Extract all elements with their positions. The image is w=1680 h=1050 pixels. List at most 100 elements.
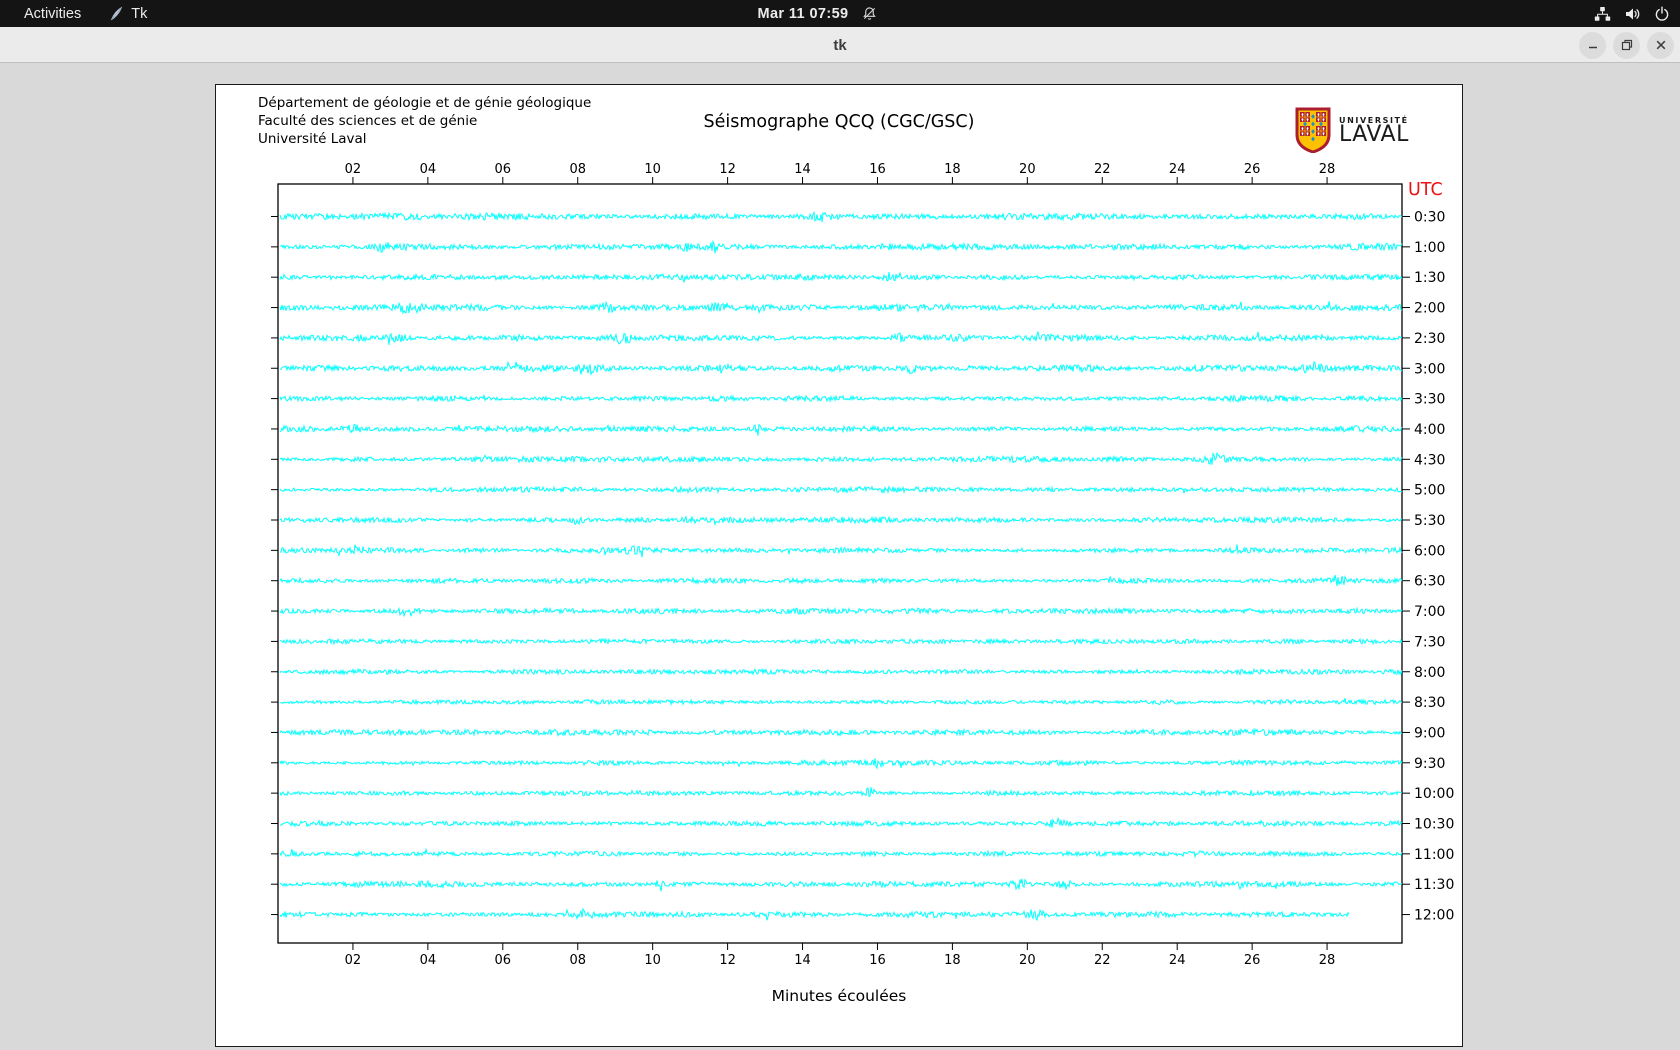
- seismograph-canvas: Département de géologie et de génie géol…: [215, 84, 1463, 1047]
- x-tick-label-bottom: 22: [1094, 953, 1111, 968]
- network-icon[interactable]: [1594, 6, 1611, 22]
- power-icon[interactable]: [1654, 6, 1670, 22]
- plot-frame: [277, 183, 1403, 944]
- x-tick-label-top: 28: [1319, 162, 1336, 177]
- activities-button[interactable]: Activities: [0, 0, 99, 27]
- universite-laval-logo: UNIVERSITÉ LAVAL: [1294, 107, 1409, 157]
- utc-time-label: 10:30: [1414, 817, 1454, 833]
- restore-button[interactable]: [1613, 31, 1640, 59]
- utc-time-label: 7:00: [1414, 604, 1445, 620]
- institution-line: Département de géologie et de génie géol…: [258, 95, 592, 111]
- seismo-trace: [279, 697, 1403, 707]
- x-tick-label-top: 18: [944, 162, 961, 177]
- utc-time-label: 0:30: [1414, 210, 1445, 226]
- x-tick-label-top: 14: [794, 162, 811, 177]
- x-tick-label-top: 16: [869, 162, 886, 177]
- utc-time-label: 5:00: [1414, 483, 1445, 499]
- seismo-trace: [279, 485, 1403, 495]
- x-axis-title: Minutes écoulées: [771, 987, 907, 1005]
- focused-app-label: Tk: [131, 5, 148, 22]
- seismo-trace: [279, 515, 1403, 527]
- utc-time-label: 9:30: [1414, 756, 1445, 772]
- x-tick-label-bottom: 16: [869, 953, 886, 968]
- utc-time-label: 2:30: [1414, 331, 1445, 347]
- seismo-trace: [279, 300, 1403, 315]
- seismo-trace: [279, 451, 1403, 465]
- x-tick-label-bottom: 28: [1319, 953, 1336, 968]
- x-tick-label-bottom: 18: [944, 953, 961, 968]
- window-titlebar[interactable]: tk: [0, 27, 1680, 63]
- volume-icon[interactable]: [1624, 6, 1641, 22]
- x-tick-label-bottom: 24: [1169, 953, 1186, 968]
- notifications-muted-icon[interactable]: [862, 6, 877, 21]
- activities-label: Activities: [24, 5, 82, 22]
- logo-laval-text: LAVAL: [1339, 122, 1409, 147]
- x-tick-label-bottom: 12: [719, 953, 736, 968]
- gnome-top-bar: Activities Tk Mar 11 07:59: [0, 0, 1680, 27]
- x-tick-label-top: 20: [1019, 162, 1036, 177]
- x-tick-label-top: 22: [1094, 162, 1111, 177]
- x-tick-label-top: 04: [420, 162, 437, 177]
- utc-time-label: 10:00: [1414, 786, 1454, 802]
- seismo-trace: [279, 637, 1403, 646]
- seismo-trace: [279, 574, 1403, 586]
- seismo-trace: [279, 847, 1403, 859]
- seismo-trace: [279, 423, 1403, 436]
- seismo-trace: [279, 544, 1403, 558]
- utc-time-label: 5:30: [1414, 513, 1445, 529]
- seismo-trace: [279, 271, 1403, 283]
- institution-line: Faculté des sciences et de génie: [258, 113, 478, 129]
- logo-universite-text: UNIVERSITÉ: [1339, 116, 1409, 125]
- utc-time-label: 7:30: [1414, 634, 1445, 650]
- seismo-trace: [279, 878, 1403, 892]
- utc-axis-label: UTC: [1408, 180, 1443, 200]
- utc-time-label: 11:30: [1414, 877, 1454, 893]
- tk-root-window: Département de géologie et de génie géol…: [0, 64, 1680, 1050]
- seismo-trace: [279, 210, 1403, 223]
- utc-time-label: 9:00: [1414, 725, 1445, 741]
- laval-crest-icon: [1294, 107, 1332, 157]
- seismo-trace: [279, 330, 1403, 345]
- seismo-trace: [279, 816, 1403, 829]
- utc-time-label: 3:00: [1414, 361, 1445, 377]
- x-tick-label-top: 12: [719, 162, 736, 177]
- utc-time-label: 1:30: [1414, 270, 1445, 286]
- x-tick-label-top: 26: [1244, 162, 1261, 177]
- x-tick-label-bottom: 10: [644, 953, 661, 968]
- x-tick-label-bottom: 04: [420, 953, 437, 968]
- seismo-trace: [279, 727, 1403, 737]
- clock[interactable]: Mar 11 07:59: [757, 5, 849, 22]
- utc-time-label: 2:00: [1414, 301, 1445, 317]
- x-tick-label-top: 24: [1169, 162, 1186, 177]
- helicorder-plot: 02 02 04 04 06 06 08 08 10 10 12 12 14 14 16 16 18 18 20 20…: [271, 162, 1454, 968]
- minimize-button[interactable]: [1579, 31, 1606, 59]
- x-tick-label-top: 10: [644, 162, 661, 177]
- utc-time-label: 6:00: [1414, 543, 1445, 559]
- utc-time-label: 1:00: [1414, 240, 1445, 256]
- x-tick-label-bottom: 14: [794, 953, 811, 968]
- focused-app-menu[interactable]: Tk: [99, 0, 157, 27]
- tk-feather-icon: [109, 6, 124, 21]
- close-icon[interactable]: [1647, 31, 1674, 59]
- utc-time-label: 4:30: [1414, 452, 1445, 468]
- utc-time-label: 8:00: [1414, 665, 1445, 681]
- seismo-trace: [279, 907, 1350, 922]
- x-tick-label-bottom: 06: [495, 953, 512, 968]
- x-tick-label-bottom: 26: [1244, 953, 1261, 968]
- x-tick-label-top: 06: [495, 162, 512, 177]
- seismo-trace: [279, 606, 1403, 618]
- utc-time-label: 6:30: [1414, 574, 1445, 590]
- institution-line: Université Laval: [258, 131, 367, 147]
- seismo-trace: [279, 239, 1403, 254]
- utc-time-label: 3:30: [1414, 392, 1445, 408]
- x-tick-label-top: 08: [569, 162, 586, 177]
- x-tick-label-bottom: 20: [1019, 953, 1036, 968]
- x-tick-label-top: 02: [345, 162, 362, 177]
- institution-block: Département de géologie et de génie géol…: [258, 94, 591, 148]
- x-tick-label-bottom: 02: [345, 953, 362, 968]
- utc-time-label: 11:00: [1414, 847, 1454, 863]
- seismo-trace: [279, 394, 1403, 404]
- window-title: tk: [833, 36, 847, 54]
- seismo-trace: [279, 667, 1403, 677]
- utc-time-label: 4:00: [1414, 422, 1445, 438]
